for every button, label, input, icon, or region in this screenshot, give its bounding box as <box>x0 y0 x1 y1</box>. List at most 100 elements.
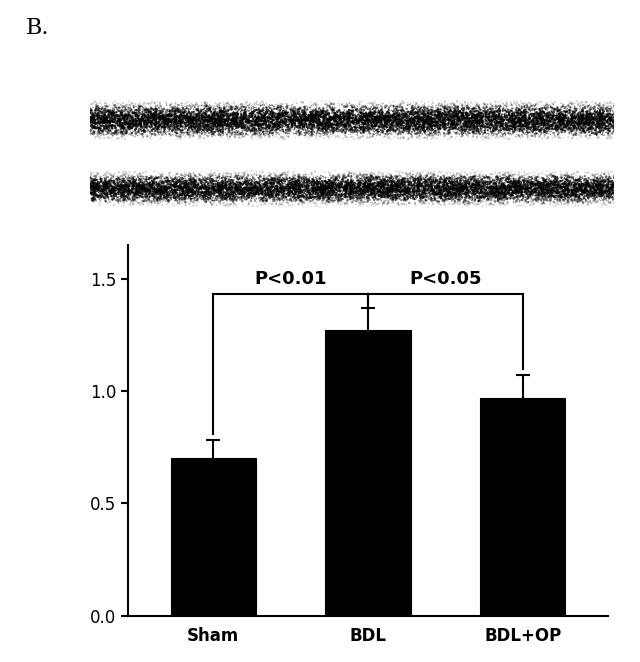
Point <box>328 171 339 181</box>
Point <box>508 120 518 131</box>
Point <box>191 187 201 197</box>
Point <box>239 187 250 197</box>
Point <box>103 115 113 126</box>
Point <box>97 120 107 131</box>
Point <box>295 116 305 126</box>
Point <box>457 191 467 202</box>
Point <box>515 195 525 206</box>
Point <box>467 181 477 192</box>
Point <box>365 98 376 109</box>
Point <box>375 119 385 130</box>
Point <box>294 181 304 192</box>
Point <box>395 186 405 197</box>
Point <box>330 132 340 142</box>
Point <box>596 124 606 135</box>
Point <box>181 101 191 111</box>
Point <box>237 187 247 197</box>
Point <box>455 182 465 193</box>
Point <box>584 126 594 136</box>
Point <box>258 115 268 126</box>
Point <box>602 202 612 213</box>
Point <box>127 107 138 117</box>
Point <box>301 113 311 123</box>
Point <box>408 102 418 113</box>
Point <box>567 111 577 121</box>
Point <box>604 176 614 187</box>
Point <box>156 184 166 195</box>
Point <box>145 180 155 191</box>
Point <box>606 179 616 190</box>
Point <box>315 193 325 203</box>
Point <box>214 191 224 201</box>
Point <box>285 182 296 193</box>
Point <box>271 168 281 179</box>
Point <box>128 181 138 192</box>
Point <box>598 178 609 189</box>
Point <box>357 181 367 192</box>
Point <box>589 120 599 130</box>
Point <box>602 181 612 191</box>
Point <box>326 187 337 197</box>
Point <box>572 125 582 136</box>
Point <box>597 182 607 193</box>
Point <box>156 127 166 138</box>
Point <box>168 188 179 199</box>
Point <box>178 182 188 193</box>
Point <box>437 188 447 199</box>
Point <box>446 193 456 203</box>
Point <box>584 118 595 129</box>
Point <box>153 187 163 197</box>
Point <box>364 176 374 187</box>
Point <box>577 97 588 108</box>
Point <box>85 103 95 114</box>
Point <box>266 187 276 197</box>
Point <box>173 177 184 187</box>
Point <box>84 134 95 144</box>
Point <box>533 109 543 119</box>
Point <box>593 182 603 193</box>
Point <box>243 122 253 133</box>
Point <box>227 176 237 187</box>
Point <box>184 122 194 133</box>
Point <box>567 180 577 191</box>
Point <box>451 196 461 207</box>
Point <box>271 120 282 130</box>
Point <box>232 113 242 123</box>
Point <box>401 115 412 125</box>
Point <box>604 126 614 137</box>
Point <box>512 97 522 108</box>
Point <box>375 130 385 140</box>
Point <box>134 107 144 117</box>
Point <box>495 197 505 208</box>
Point <box>154 114 164 124</box>
Point <box>360 182 370 193</box>
Point <box>567 189 577 200</box>
Point <box>349 200 359 211</box>
Point <box>479 121 489 132</box>
Point <box>328 104 338 115</box>
Point <box>372 113 383 123</box>
Point <box>499 189 509 199</box>
Point <box>232 170 243 181</box>
Point <box>281 109 291 120</box>
Point <box>228 191 238 201</box>
Point <box>151 107 161 117</box>
Point <box>261 105 271 115</box>
Point <box>291 180 301 191</box>
Point <box>417 95 428 106</box>
Point <box>88 182 98 193</box>
Point <box>355 95 365 106</box>
Point <box>504 193 514 203</box>
Point <box>169 114 179 124</box>
Point <box>442 104 452 115</box>
Point <box>495 190 506 201</box>
Point <box>221 108 231 118</box>
Point <box>100 181 111 192</box>
Point <box>98 116 108 126</box>
Point <box>312 187 322 198</box>
Point <box>173 190 183 201</box>
Point <box>317 105 328 116</box>
Point <box>595 112 605 122</box>
Point <box>339 183 349 193</box>
Point <box>529 184 539 195</box>
